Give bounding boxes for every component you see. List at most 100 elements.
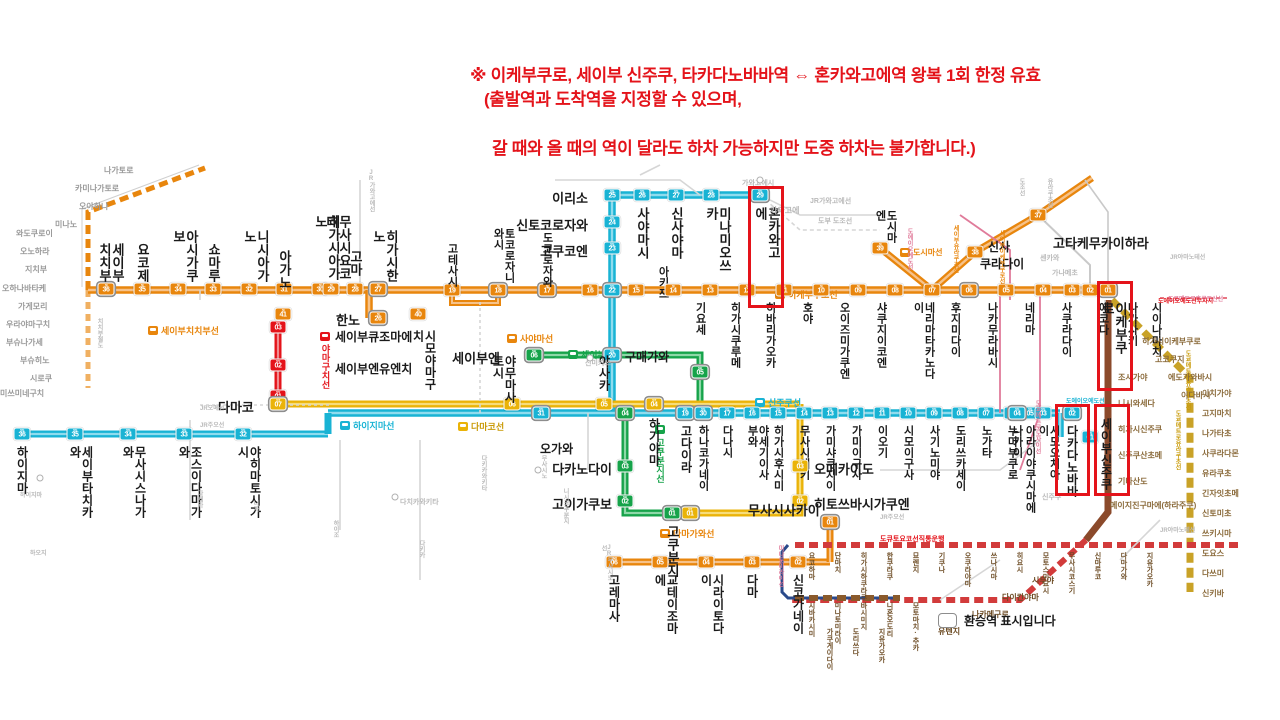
- station-marker-sh-36[interactable]: SS 36: [13, 427, 31, 441]
- station-marker-ike-07[interactable]: SI 07: [923, 283, 941, 297]
- station-marker-ss-24[interactable]: SS 24: [603, 215, 621, 229]
- station-marker-sh-31[interactable]: SS 31: [532, 406, 550, 420]
- station-marker-st-06[interactable]: ST 06: [503, 397, 521, 411]
- station-marker-ss-23[interactable]: SS 23: [603, 241, 621, 255]
- station-marker-ss-29[interactable]: SS 29: [751, 188, 769, 202]
- station-marker-ike-16[interactable]: SI 16: [581, 283, 599, 297]
- toyoko-up-13: 지유가오카: [1146, 552, 1153, 587]
- station-marker-33[interactable]: SI 33: [204, 282, 222, 296]
- station-marker-26[interactable]: SI 26: [369, 311, 387, 325]
- station-marker-32[interactable]: SI 32: [240, 282, 258, 296]
- station-marker-sh-34[interactable]: SS 34: [119, 427, 137, 441]
- station-marker-ike-12[interactable]: SI 12: [738, 283, 756, 297]
- station-marker-sw-02[interactable]: SW 02: [789, 555, 807, 569]
- station-label-sakuradai: 사쿠라다이: [1060, 302, 1072, 357]
- station-marker-ss-09[interactable]: SS 09: [925, 406, 943, 420]
- station-marker-sk-01[interactable]: SK 01: [663, 506, 681, 520]
- station-marker-st-01[interactable]: ST 01: [681, 506, 699, 520]
- label-kawagoe: 가와고에: [770, 206, 800, 215]
- station-marker-ss-10[interactable]: SS 10: [899, 406, 917, 420]
- station-marker-sk-02[interactable]: SK 02: [616, 494, 634, 508]
- station-marker-sk-06[interactable]: SK 06: [525, 348, 543, 362]
- toyoko-br-1: 다이칸야마: [1002, 593, 1039, 602]
- station-marker-ss-15[interactable]: SS 15: [769, 406, 787, 420]
- station-marker-40[interactable]: SI 40: [409, 307, 427, 321]
- station-marker-27[interactable]: SI 27: [369, 282, 387, 296]
- station-marker-st-05[interactable]: ST 05: [595, 397, 613, 411]
- chichibu-rw-mitsuminekuchi: 미쓰미네구치: [0, 389, 45, 398]
- station-marker-ike-19[interactable]: SI 19: [443, 283, 461, 297]
- label-kaiji-v: 다키카: [418, 540, 424, 558]
- station-marker-sh-32[interactable]: SS 32: [234, 427, 252, 441]
- station-marker-ike-14[interactable]: SI 14: [664, 283, 682, 297]
- station-marker-ss-26[interactable]: SS 26: [633, 188, 651, 202]
- station-marker-sw-05[interactable]: SW 05: [651, 555, 669, 569]
- station-marker-35[interactable]: SI 35: [133, 282, 151, 296]
- station-marker-ike-15[interactable]: SI 15: [627, 283, 645, 297]
- station-marker-sh-35[interactable]: SS 35: [66, 427, 84, 441]
- station-marker-ss-16[interactable]: SS 16: [743, 406, 761, 420]
- station-marker-sk-03[interactable]: SK 03: [616, 459, 634, 473]
- station-marker-sw-06[interactable]: SW 06: [605, 555, 623, 569]
- station-marker-ss-02[interactable]: SS 02: [1063, 406, 1081, 420]
- station-label-shomaru: 쇼마루: [206, 243, 221, 282]
- station-marker-sh-30[interactable]: SS 30: [694, 406, 712, 420]
- station-marker-ss-28[interactable]: SS 28: [702, 188, 720, 202]
- station-marker-ss-25[interactable]: SS 25: [603, 188, 621, 202]
- station-marker-sh-33[interactable]: SS 33: [175, 427, 193, 441]
- station-marker-ike-09[interactable]: SI 09: [849, 283, 867, 297]
- station-marker-31[interactable]: SI 31: [275, 282, 293, 296]
- station-marker-ss-03[interactable]: SS 03: [1034, 406, 1052, 420]
- station-marker-ike-06[interactable]: SI 06: [960, 283, 978, 297]
- station-marker-st-04[interactable]: ST 04: [645, 397, 663, 411]
- station-marker-ss-22[interactable]: SS 22: [603, 283, 621, 297]
- station-marker-ike-39[interactable]: SI 39: [871, 241, 889, 255]
- station-marker-ss-13[interactable]: SS 13: [821, 406, 839, 420]
- station-marker-st-03[interactable]: ST 03: [791, 459, 809, 473]
- station-marker-ike-08[interactable]: SI 08: [886, 283, 904, 297]
- station-marker-sk-04[interactable]: SK 04: [616, 406, 634, 420]
- station-marker-st-07[interactable]: ST 07: [269, 397, 287, 411]
- station-marker-29[interactable]: SI 29: [322, 282, 340, 296]
- station-marker-36[interactable]: SI 36: [97, 282, 115, 296]
- legend: 환승역 표시입니다: [938, 612, 1056, 629]
- station-marker-ike-01[interactable]: SI 01: [1099, 283, 1117, 297]
- station-marker-sayama-05[interactable]: SK 05: [691, 365, 709, 379]
- station-marker-sw-04[interactable]: SW 04: [697, 555, 715, 569]
- station-marker-st-02[interactable]: ST 02: [791, 494, 809, 508]
- station-marker-ss-05[interactable]: SS 05: [1021, 406, 1039, 420]
- station-marker-ss-12[interactable]: SS 12: [847, 406, 865, 420]
- station-marker-ss-11[interactable]: SS 11: [873, 406, 891, 420]
- station-marker-34[interactable]: SI 34: [169, 282, 187, 296]
- station-marker-ss-27[interactable]: SS 27: [667, 188, 685, 202]
- station-label-shintokorozawa: 신토코로자와: [516, 218, 588, 233]
- station-marker-ike-18[interactable]: SI 18: [489, 283, 507, 297]
- station-marker-ike-03[interactable]: SI 03: [1063, 283, 1081, 297]
- label-musashino-v2: 무사시노: [540, 455, 546, 479]
- station-marker-ss-19[interactable]: SS 19: [676, 406, 694, 420]
- station-marker-ss-04[interactable]: SS 04: [1008, 406, 1026, 420]
- station-marker-ike-04[interactable]: SI 04: [1034, 283, 1052, 297]
- yurakucho-stn-1: 고지마치: [1202, 409, 1232, 418]
- station-marker-ike-02[interactable]: SI 02: [1081, 283, 1099, 297]
- station-marker-ss-07[interactable]: SS 07: [977, 406, 995, 420]
- station-marker-yam-02[interactable]: SY 02: [269, 358, 287, 372]
- station-marker-28[interactable]: SI 28: [346, 282, 364, 296]
- station-marker-ike-13[interactable]: SI 13: [701, 283, 719, 297]
- station-marker-sw-01[interactable]: SW 01: [821, 515, 839, 529]
- station-marker-ike-17[interactable]: SI 17: [538, 283, 556, 297]
- station-marker-ike-38[interactable]: SI 38: [966, 245, 984, 259]
- station-marker-ss-17[interactable]: SS 17: [718, 406, 736, 420]
- station-marker-sw-03[interactable]: SW 03: [743, 555, 761, 569]
- station-marker-ss-14[interactable]: SS 14: [795, 406, 813, 420]
- station-marker-ike-37[interactable]: SI 37: [1029, 208, 1047, 222]
- station-label-ashigakubo: 아시가쿠보: [171, 230, 199, 282]
- station-marker-ike-10[interactable]: SI 10: [812, 283, 830, 297]
- station-marker-ike-11[interactable]: SI 11: [775, 283, 793, 297]
- station-marker-ike-05[interactable]: SI 05: [997, 283, 1015, 297]
- station-marker-41[interactable]: SI 41: [274, 307, 292, 321]
- station-marker-yam-03[interactable]: SY 03: [269, 320, 287, 334]
- chichibu-rw-ohanabatake: 오하나바타케: [2, 284, 47, 293]
- station-marker-ss-08[interactable]: SS 08: [951, 406, 969, 420]
- station-marker-20[interactable]: SS 20: [603, 348, 621, 362]
